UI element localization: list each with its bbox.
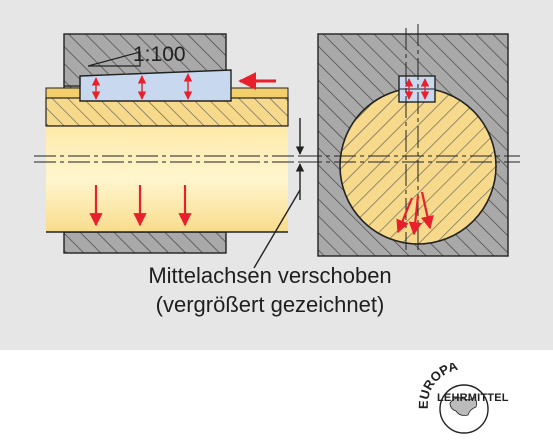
globe-map <box>449 396 478 416</box>
shaft-hatch-layer <box>45 97 289 127</box>
shaft-force-arrows <box>89 185 192 227</box>
caption-line-1: Mittelachsen verschoben <box>148 263 392 288</box>
logo-name: LEHRMITTEL <box>437 392 509 404</box>
shaft-body <box>46 126 288 232</box>
leader-line <box>253 189 301 269</box>
cross-section-view <box>300 24 520 257</box>
taper-key <box>79 69 232 102</box>
key-section-arrows <box>404 78 430 100</box>
contact-force-arrows <box>396 191 434 236</box>
caption-line-2: (vergrößert gezeichnet) <box>155 292 385 317</box>
longitudinal-view <box>34 33 300 254</box>
taper-ratio-label: 1:100 <box>133 43 186 66</box>
hub-bottom <box>63 231 227 254</box>
taper-indicator <box>87 51 141 67</box>
key-force-arrows <box>91 73 193 100</box>
europa-lehrmittel-logo: EUROPA <box>416 363 489 434</box>
